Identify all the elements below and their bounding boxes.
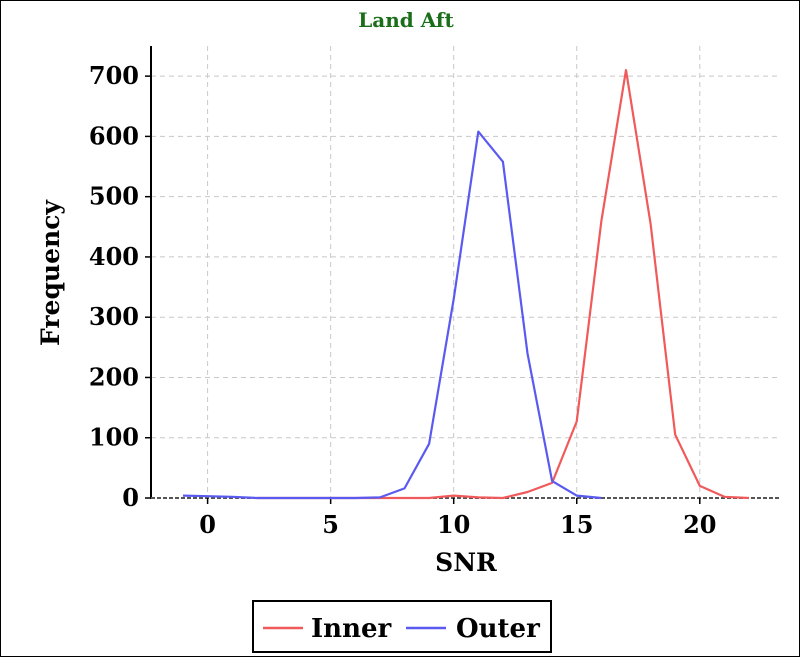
x-tick-label: 10 (437, 510, 470, 539)
series-lines (182, 68, 750, 500)
x-tick-label: 15 (560, 510, 593, 539)
y-tick-label: 100 (89, 423, 139, 452)
x-tick-label: 20 (683, 510, 716, 539)
chart-title: Land Aft (358, 8, 454, 32)
x-tick-label: 5 (322, 510, 339, 539)
legend: Inner Outer (252, 600, 552, 653)
y-tick-label: 700 (89, 61, 139, 90)
y-tick-label: 200 (89, 362, 139, 391)
x-tick-label: 0 (199, 510, 216, 539)
y-tick-label: 0 (122, 483, 139, 512)
legend-label-outer: Outer (456, 614, 540, 644)
y-tick-label: 400 (89, 242, 139, 271)
legend-label-inner: Inner (311, 614, 392, 644)
series-line-outer (182, 130, 602, 500)
y-axis-title: Frequency (36, 199, 65, 346)
y-tick-label: 300 (89, 302, 139, 331)
y-tick-label: 600 (89, 121, 139, 150)
y-tick-label: 500 (89, 182, 139, 211)
grid (151, 46, 781, 498)
x-axis-title: SNR (435, 548, 497, 577)
legend-box (252, 600, 552, 653)
axes (145, 46, 781, 504)
